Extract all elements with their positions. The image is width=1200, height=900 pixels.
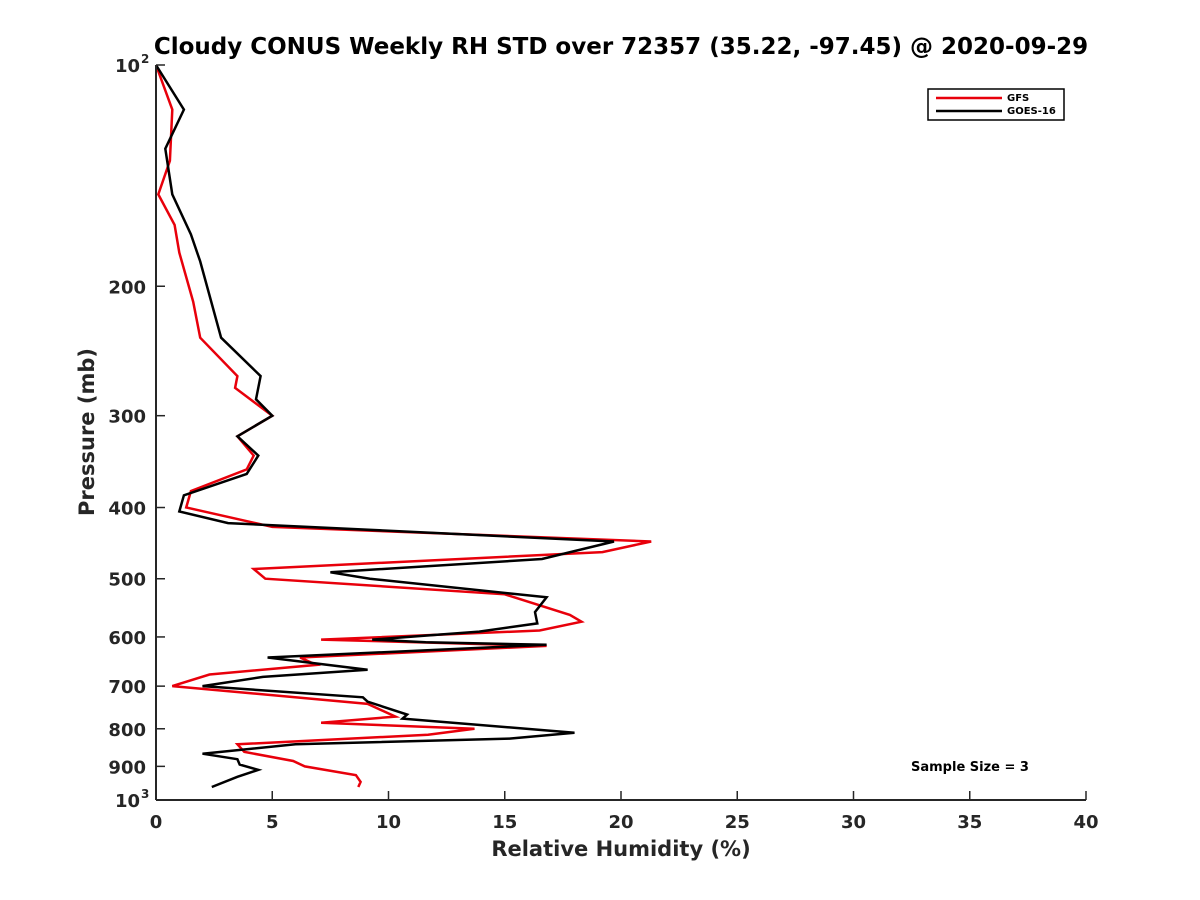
y-tick-exponent: 3: [141, 787, 149, 801]
series-layer: [154, 64, 652, 789]
x-ticks: 0 5 10 15 20 25 30 35 40: [150, 791, 1099, 833]
x-tick-label: 40: [1073, 812, 1098, 833]
legend: GFS GOES-16: [927, 88, 1065, 121]
y-tick-exponent: 2: [141, 52, 149, 66]
y-tick-label: 400: [108, 499, 146, 520]
x-tick-label: 35: [957, 812, 982, 833]
x-tick-label: 5: [266, 812, 279, 833]
y-tick-label: 700: [108, 677, 146, 698]
legend-label-gfs: GFS: [1007, 93, 1029, 104]
y-tick-label: 600: [108, 628, 146, 649]
series-line-gfs: [154, 64, 652, 788]
y-tick-label: 500: [108, 570, 146, 591]
x-tick-label: 0: [150, 812, 163, 833]
legend-box: [927, 88, 1065, 121]
x-tick-label: 20: [608, 812, 633, 833]
y-tick-label: 200: [108, 277, 146, 298]
y-tick-label: 800: [108, 720, 146, 741]
x-tick-label: 25: [725, 812, 750, 833]
series-line-goes16: [154, 64, 615, 789]
y-tick-label: 300: [108, 407, 146, 428]
x-tick-label: 30: [841, 812, 866, 833]
y-tick-label: 10: [115, 791, 140, 812]
y-axis-label: Pressure (mb): [75, 348, 99, 516]
legend-label-goes16: GOES-16: [1007, 106, 1056, 117]
chart-title: Cloudy CONUS Weekly RH STD over 72357 (3…: [154, 34, 1088, 60]
y-tick-label: 900: [108, 757, 146, 778]
sample-size-annotation: Sample Size = 3: [911, 760, 1029, 775]
x-tick-label: 10: [376, 812, 401, 833]
y-tick-label: 10: [115, 56, 140, 77]
x-axis-label: Relative Humidity (%): [491, 837, 750, 861]
x-tick-label: 15: [492, 812, 517, 833]
